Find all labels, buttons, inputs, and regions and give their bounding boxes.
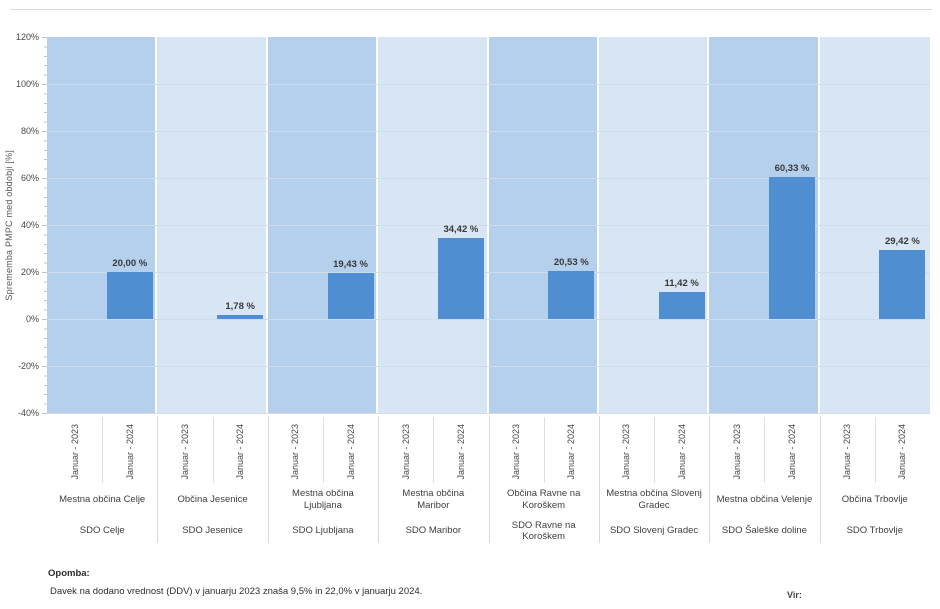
- period-label: Januar - 2023: [731, 424, 742, 480]
- municipality-label: Mestna občina Ljubljana: [292, 487, 354, 511]
- period-label: Januar - 2023: [69, 424, 80, 480]
- y-axis-major-tick: [42, 37, 47, 38]
- y-axis-major-tick: [42, 272, 47, 273]
- bar-value-label: 29,42 %: [884, 235, 920, 247]
- panel-separator: [378, 416, 380, 543]
- municipality-label: Občina Jesenice: [177, 493, 248, 505]
- gridline-40: [47, 225, 930, 226]
- x-axis-line: [47, 413, 930, 414]
- y-axis-tick-label: 20%: [20, 267, 39, 277]
- period-separator: [764, 417, 766, 483]
- bar-sdo-slovenj-gradec: [658, 292, 705, 319]
- sdo-label: SDO Trbovlje: [846, 525, 904, 536]
- municipality-label: Mestna občina Maribor: [402, 487, 465, 511]
- period-label: Januar - 2023: [842, 424, 853, 480]
- period-label: Januar - 2023: [400, 424, 411, 480]
- x-axis-label-area: Januar - 2023 Januar - 2024 Mestna občina …: [47, 414, 930, 545]
- gridline--20: [47, 366, 930, 367]
- sdo-label: SDO Ljubljana: [292, 525, 354, 536]
- y-axis-tick-label: 100%: [15, 79, 39, 89]
- note-title: Opomba:: [48, 568, 90, 579]
- y-axis-tick-label: 0%: [25, 314, 39, 324]
- source-label: Vir:: [787, 590, 802, 600]
- y-axis-major-tick: [42, 131, 47, 132]
- sdo-label: SDO Ravne na Koroškem: [511, 519, 576, 542]
- y-axis: 120% 100% 80% 60% 40% 20% 0% -20% -40%: [0, 32, 47, 418]
- panel-separator: [819, 416, 821, 543]
- bar-sdo-trbovlje: [879, 249, 926, 319]
- y-axis-tick-label: 80%: [20, 126, 39, 136]
- bar-sdo-jesenice: [217, 314, 264, 319]
- period-label: Januar - 2023: [511, 424, 522, 480]
- period-label: Januar - 2023: [621, 424, 632, 480]
- sdo-label: SDO Jesenice: [182, 525, 243, 536]
- page-top-border: [10, 9, 932, 10]
- period-label: Januar - 2024: [455, 424, 466, 480]
- y-axis-major-tick: [42, 413, 47, 414]
- bar-value-label: 1,78 %: [225, 300, 255, 312]
- period-label: Januar - 2023: [290, 424, 301, 480]
- bar-sdo-ravne-na-koro-kem: [548, 270, 595, 319]
- gridline-60: [47, 178, 930, 179]
- bar-value-label: 20,00 %: [112, 258, 148, 269]
- panel-separator: [267, 416, 269, 543]
- period-label: Januar - 2024: [787, 424, 798, 480]
- bar-value-label: 20,53 %: [553, 256, 589, 268]
- period-label: Januar - 2024: [566, 424, 577, 480]
- bar-sdo-maribor: [437, 238, 484, 319]
- sdo-label: SDO Maribor: [405, 525, 462, 536]
- period-separator: [654, 417, 656, 483]
- bar-sdo-ljubljana: [327, 273, 374, 319]
- y-axis-tick-label: 60%: [20, 173, 39, 183]
- bar-value-label: 11,42 %: [664, 278, 699, 290]
- y-axis-tick-label: -20%: [17, 361, 39, 371]
- municipality-label: Mestna občina Velenje: [716, 493, 813, 505]
- panel-separator: [709, 416, 711, 543]
- municipality-label: Občina Ravne na Koroškem: [506, 487, 581, 511]
- period-label: Januar - 2023: [179, 424, 190, 480]
- bar-value-label: 60,33 %: [774, 163, 810, 175]
- bar-sdo-ale-ke-doline: [769, 177, 816, 319]
- gridline-80: [47, 131, 930, 132]
- period-separator: [874, 417, 876, 483]
- y-axis-major-tick: [42, 84, 47, 85]
- municipality-label: Mestna občina Celje: [59, 493, 146, 505]
- panel-separator: [598, 416, 600, 543]
- gridline-0: [47, 319, 930, 320]
- bar-value-label: 19,43 %: [333, 259, 368, 271]
- gridline-100: [47, 84, 930, 85]
- period-label: Januar - 2024: [124, 424, 135, 480]
- gridline-20: [47, 272, 930, 273]
- period-label: Januar - 2024: [345, 424, 356, 480]
- y-axis-major-tick: [42, 225, 47, 226]
- y-axis-tick-label: 120%: [15, 32, 39, 42]
- bar-sdo-celje: [106, 272, 153, 319]
- period-separator: [212, 417, 214, 483]
- period-separator: [322, 417, 324, 483]
- bar-chart-plot-area: 20,00 % 1,78 % 19,43 % 34,42 % 20,53 % 11,42 …: [47, 37, 930, 413]
- sdo-label: SDO Šaleške doline: [721, 525, 807, 536]
- municipality-label: Mestna občina Slovenj Gradec: [606, 487, 702, 511]
- period-label: Januar - 2024: [897, 424, 908, 480]
- period-label: Januar - 2024: [235, 424, 246, 480]
- y-axis-major-tick: [42, 178, 47, 179]
- y-axis-major-tick: [42, 366, 47, 367]
- period-label: Januar - 2024: [676, 424, 687, 480]
- panel-separator: [488, 416, 490, 543]
- sdo-label: SDO Slovenj Gradec: [609, 525, 699, 536]
- bar-value-label: 34,42 %: [443, 224, 479, 236]
- period-separator: [433, 417, 435, 483]
- y-axis-major-tick: [42, 319, 47, 320]
- y-axis-tick-label: 40%: [20, 220, 39, 230]
- municipality-label: Občina Trbovlje: [841, 493, 908, 505]
- y-axis-tick-label: -40%: [17, 408, 39, 418]
- note-text: Davek na dodano vrednost (DDV) v januarj…: [50, 586, 423, 597]
- panel-separator: [157, 416, 159, 543]
- period-separator: [102, 417, 104, 483]
- sdo-label: SDO Celje: [79, 525, 125, 536]
- period-separator: [543, 417, 545, 483]
